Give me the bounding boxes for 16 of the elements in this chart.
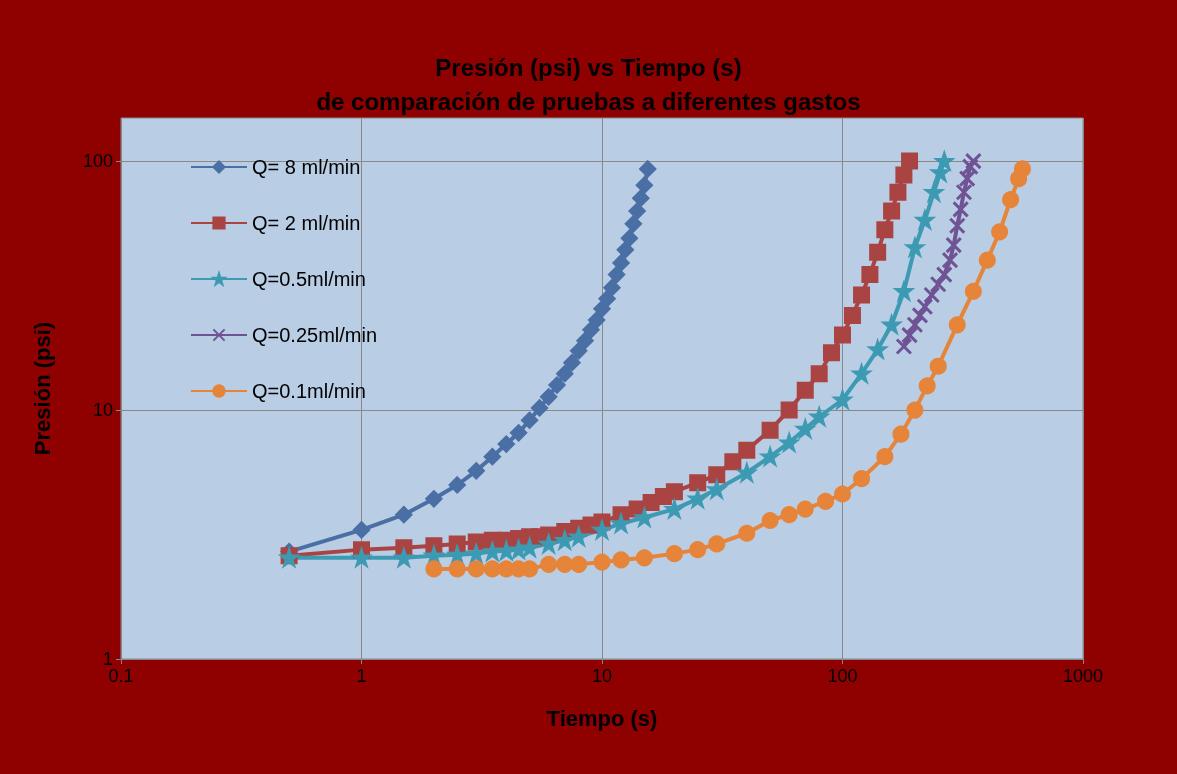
legend-label: Q=0.25ml/min (252, 324, 378, 346)
x-tick-label: 0.1 (108, 666, 134, 686)
chart-title: Presión (psi) vs Tiempo (s) de comparación de pruebas a diferentes gastos (316, 53, 861, 115)
legend-label: Q= 2 ml/min (252, 212, 361, 234)
y-tick-label: 100 (82, 151, 113, 172)
y-axis-title: Presión (psi) (29, 321, 55, 456)
y-tick-label: 10 (92, 400, 113, 421)
x-tick-label: 100 (827, 666, 858, 686)
y-tick-label: 1 (102, 649, 113, 669)
x-tick-label: 1000 (1062, 666, 1104, 686)
x-tick-label: 10 (591, 666, 613, 686)
x-axis-title: Tiempo (s) (546, 705, 658, 731)
legend-label: Q= 8 ml/min (252, 156, 361, 178)
legend-label: Q=0.1ml/min (252, 380, 366, 402)
x-tick-label: 1 (356, 666, 367, 686)
legend-label: Q=0.5ml/min (252, 268, 366, 290)
